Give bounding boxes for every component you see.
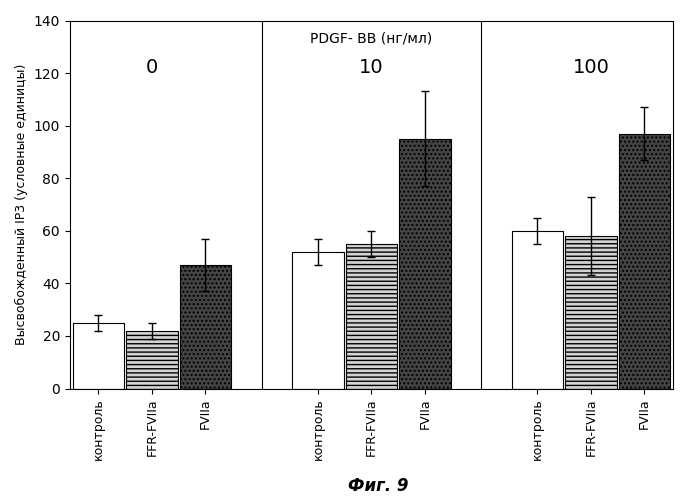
Bar xyxy=(512,231,563,388)
Text: 0: 0 xyxy=(146,58,158,78)
Text: PDGF- BB (нг/мл): PDGF- BB (нг/мл) xyxy=(310,31,433,45)
Bar xyxy=(126,330,178,388)
Text: Фиг. 9: Фиг. 9 xyxy=(348,477,409,495)
Text: 10: 10 xyxy=(359,58,384,78)
Bar xyxy=(180,265,231,388)
Bar xyxy=(619,134,670,388)
Bar xyxy=(399,139,451,388)
Bar xyxy=(292,252,344,388)
Bar xyxy=(345,244,397,388)
Y-axis label: Высвобожденный IP3 (условные единицы): Высвобожденный IP3 (условные единицы) xyxy=(15,64,28,345)
Bar xyxy=(565,236,616,388)
Bar xyxy=(73,323,124,388)
Text: 100: 100 xyxy=(572,58,610,78)
